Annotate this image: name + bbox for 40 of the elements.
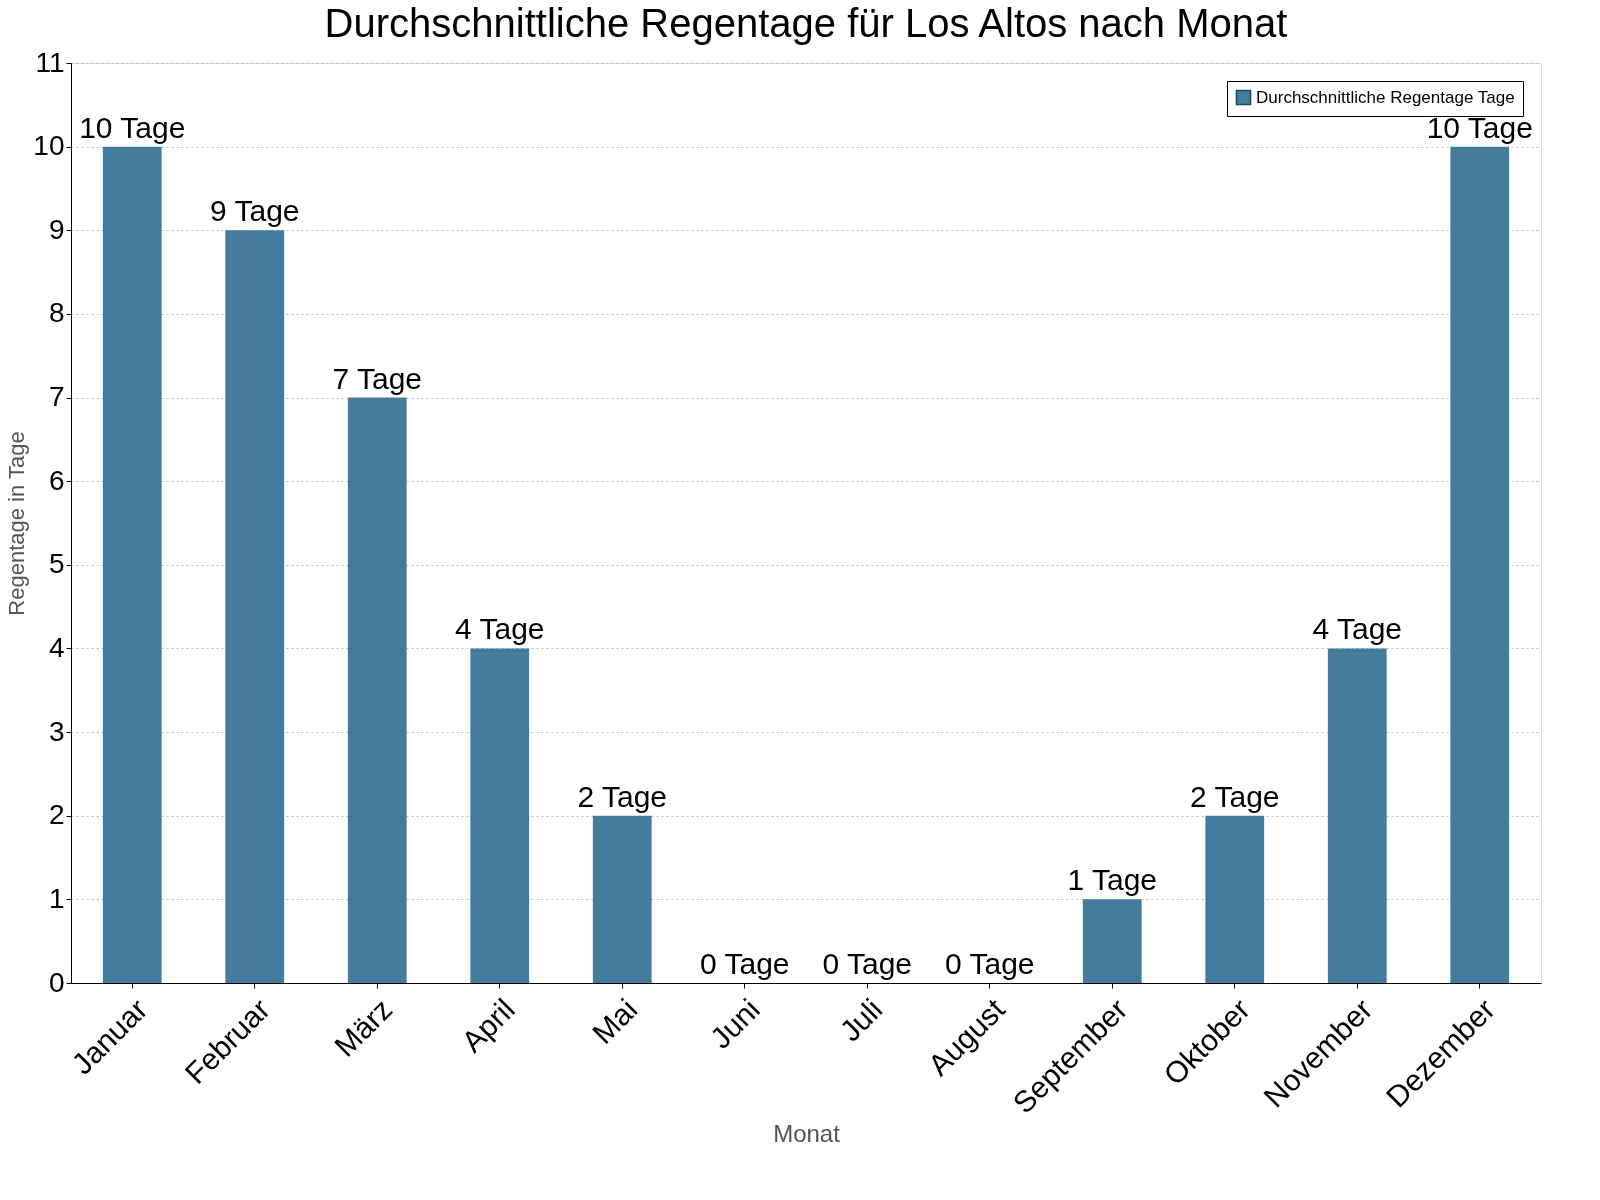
bar bbox=[1082, 899, 1142, 983]
bar bbox=[102, 146, 162, 983]
y-tick-label: 2 bbox=[48, 799, 65, 831]
bar bbox=[1327, 648, 1387, 983]
y-tick-label: 7 bbox=[48, 381, 65, 413]
y-tick-label: 6 bbox=[48, 464, 65, 496]
y-tick-label: 0 bbox=[48, 966, 65, 998]
bar bbox=[592, 815, 652, 983]
y-tick-label: 4 bbox=[48, 631, 65, 663]
data-label: 4 Tage bbox=[1312, 612, 1403, 646]
data-label: 10 Tage bbox=[1426, 110, 1533, 144]
x-tick-label: Mai bbox=[585, 992, 644, 1050]
x-tick-label: Juni bbox=[703, 992, 766, 1055]
y-tick-label: 10 bbox=[33, 130, 65, 162]
data-label: 2 Tage bbox=[577, 779, 668, 813]
data-label: 0 Tage bbox=[699, 947, 790, 980]
x-tick-label: Juli bbox=[833, 992, 889, 1048]
bar bbox=[1205, 815, 1265, 983]
y-tick-label: 9 bbox=[48, 213, 65, 245]
data-label: 2 Tage bbox=[1189, 779, 1280, 813]
y-axis-title: Regentage in Tage bbox=[4, 431, 30, 616]
data-label: 1 Tage bbox=[1067, 863, 1158, 897]
x-axis-title: Monat bbox=[773, 1120, 841, 1148]
data-label: 9 Tage bbox=[209, 194, 300, 228]
chart-title: Durchschnittliche Regentage für Los Altos nach Monat bbox=[324, 1, 1288, 45]
data-label: 0 Tage bbox=[944, 947, 1035, 980]
legend-label: Durchschnittliche Regentage Tage bbox=[1256, 87, 1515, 107]
bar bbox=[347, 397, 407, 983]
y-tick-label: 11 bbox=[35, 46, 65, 78]
bar bbox=[225, 230, 285, 983]
y-tick-label: 1 bbox=[48, 882, 65, 914]
data-label: 0 Tage bbox=[822, 947, 913, 980]
y-tick-label: 8 bbox=[48, 297, 65, 329]
data-label: 7 Tage bbox=[332, 361, 423, 395]
bar bbox=[1450, 146, 1510, 983]
bar bbox=[470, 648, 530, 983]
data-label: 10 Tage bbox=[79, 110, 186, 144]
data-label: 4 Tage bbox=[454, 612, 545, 646]
y-tick-label: 5 bbox=[48, 548, 65, 580]
y-tick-label: 3 bbox=[48, 715, 65, 747]
